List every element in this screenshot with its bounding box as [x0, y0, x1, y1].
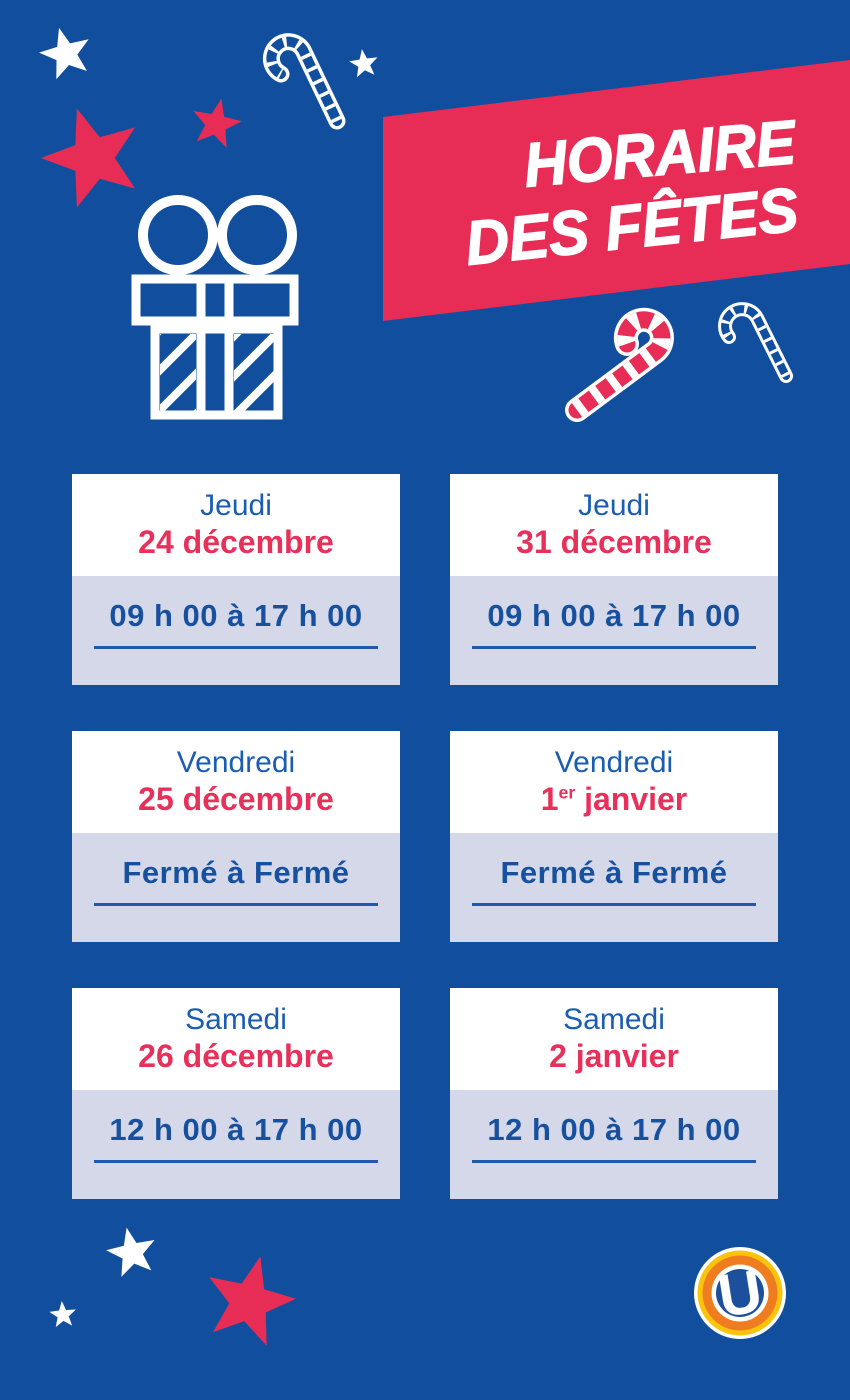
card-date-main: 26 décembre: [138, 1038, 334, 1074]
card-hours-section: Fermé à Fermé: [72, 833, 400, 942]
card-header: Samedi 26 décembre: [72, 988, 400, 1090]
card-hours-section: 09 h 00 à 17 h 00: [450, 576, 778, 685]
gift-icon: [131, 195, 299, 420]
card-date-main: 31 décembre: [516, 524, 712, 560]
card-date: 1er janvier: [450, 780, 778, 818]
card-header: Vendredi 25 décembre: [72, 731, 400, 833]
card-hours-text: 12 h 00 à 17 h 00: [109, 1112, 363, 1147]
hours-underline: [94, 646, 378, 649]
schedule-card: Vendredi 25 décembre Fermé à Fermé: [72, 731, 400, 942]
card-hours-text: 09 h 00 à 17 h 00: [109, 598, 363, 633]
card-hours-text: Fermé à Fermé: [122, 855, 350, 890]
hours-underline: [472, 903, 756, 906]
card-date-main: 24 décembre: [138, 524, 334, 560]
card-hours-text: 09 h 00 à 17 h 00: [487, 598, 741, 633]
card-header: Jeudi 24 décembre: [72, 474, 400, 576]
card-hours-section: Fermé à Fermé: [450, 833, 778, 942]
card-date: 25 décembre: [72, 780, 400, 818]
candy-cane-icon: [565, 307, 674, 422]
card-date-main: 1: [540, 781, 559, 817]
hours-underline: [94, 903, 378, 906]
card-date: 24 décembre: [72, 523, 400, 561]
card-date-main: 2 janvier: [549, 1038, 679, 1074]
card-date-rest: janvier: [575, 781, 688, 817]
card-hours-section: 12 h 00 à 17 h 00: [72, 1090, 400, 1199]
card-header: Jeudi 31 décembre: [450, 474, 778, 576]
card-hours-text: Fermé à Fermé: [500, 855, 728, 890]
card-header: Samedi 2 janvier: [450, 988, 778, 1090]
card-day: Jeudi: [200, 489, 272, 522]
red-star-icon: [187, 93, 246, 150]
card-date-sup: er: [558, 782, 576, 803]
white-star-icon: [34, 21, 97, 82]
schedule-card: Jeudi 31 décembre 09 h 00 à 17 h 00: [450, 474, 778, 685]
card-date: 26 décembre: [72, 1037, 400, 1075]
card-date: 31 décembre: [450, 523, 778, 561]
card-hours-section: 09 h 00 à 17 h 00: [72, 576, 400, 685]
card-day: Vendredi: [176, 746, 296, 779]
hours-underline: [94, 1160, 378, 1163]
card-day: Samedi: [185, 1003, 287, 1036]
card-day: Jeudi: [578, 489, 650, 522]
red-star-icon: [29, 93, 154, 214]
candy-cane-icon: [262, 33, 346, 130]
card-date: 2 janvier: [450, 1037, 778, 1075]
card-hours-section: 12 h 00 à 17 h 00: [450, 1090, 778, 1199]
schedule-card: Samedi 2 janvier 12 h 00 à 17 h 00: [450, 988, 778, 1199]
white-star-icon: [48, 1299, 78, 1328]
card-day: Samedi: [563, 1003, 665, 1036]
schedule-card: Vendredi 1er janvier Fermé à Fermé: [450, 731, 778, 942]
logo-letter: U: [713, 1257, 766, 1330]
hours-underline: [472, 1160, 756, 1163]
white-star-icon: [102, 1222, 161, 1279]
holiday-banner: HORAIRE DES FÊTES: [383, 60, 850, 321]
card-date-main: 25 décembre: [138, 781, 334, 817]
brand-logo: U: [694, 1247, 786, 1339]
schedule-card: Samedi 26 décembre 12 h 00 à 17 h 00: [72, 988, 400, 1199]
schedule-grid: Jeudi 24 décembre 09 h 00 à 17 h 00 Jeud…: [72, 474, 778, 1199]
white-star-icon: [347, 47, 380, 79]
card-header: Vendredi 1er janvier: [450, 731, 778, 833]
card-hours-text: 12 h 00 à 17 h 00: [487, 1112, 741, 1147]
red-star-icon: [196, 1245, 304, 1350]
card-day: Vendredi: [554, 746, 674, 779]
schedule-card: Jeudi 24 décembre 09 h 00 à 17 h 00: [72, 474, 400, 685]
hours-underline: [472, 646, 756, 649]
candy-cane-icon: [718, 302, 793, 383]
